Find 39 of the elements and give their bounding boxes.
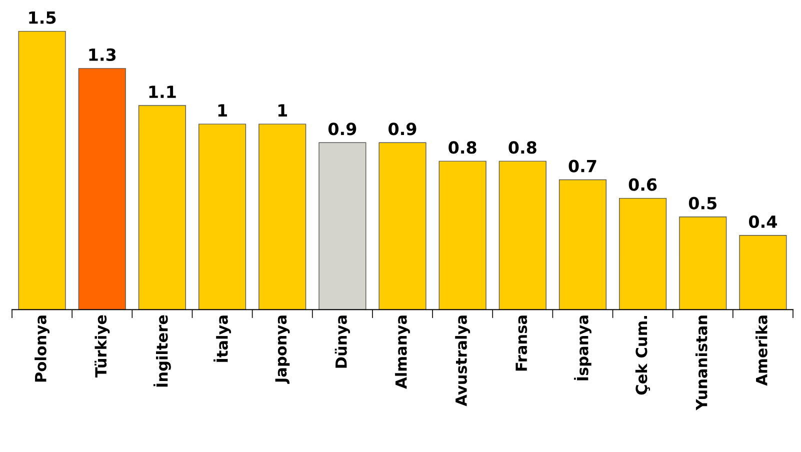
data-label: 0.7 xyxy=(568,160,596,172)
x-tick-label: Japonya xyxy=(275,316,290,384)
x-tick-label: İngiltere xyxy=(153,315,171,387)
bar xyxy=(558,179,607,310)
bar xyxy=(138,105,186,310)
x-tick-label: Türkiye xyxy=(94,315,110,378)
x-tick-label: Polonya xyxy=(34,316,50,382)
data-label: 0.8 xyxy=(508,141,536,154)
x-tick-label: İtalya xyxy=(214,316,231,362)
data-label: 0.9 xyxy=(328,122,356,136)
x-tick-label: Fransa xyxy=(516,316,528,371)
x-tick-label: Amerika xyxy=(756,316,768,386)
bar xyxy=(619,198,667,310)
data-label: 1.3 xyxy=(89,48,116,62)
data-label: 1.1 xyxy=(149,86,176,98)
data-label: 0.8 xyxy=(448,141,476,154)
data-label: 1.5 xyxy=(29,12,56,24)
bar xyxy=(739,235,787,310)
bar xyxy=(378,142,426,310)
bar xyxy=(318,142,366,310)
data-label: 1 xyxy=(218,104,227,116)
x-tick-label: Dünya xyxy=(334,316,350,368)
x-tick-label: İspanya xyxy=(574,316,592,380)
bar xyxy=(258,124,306,310)
x-tick-label: Çek Cum. xyxy=(635,316,650,395)
x-tick-label: Yunanistan xyxy=(695,316,708,410)
data-label: 0.9 xyxy=(388,122,416,136)
bar xyxy=(438,160,486,310)
bar xyxy=(78,68,126,310)
data-label: 1 xyxy=(278,104,288,116)
data-label: 0.5 xyxy=(688,196,716,210)
x-tick-label: Almanya xyxy=(395,316,410,389)
bar xyxy=(18,30,66,310)
bar xyxy=(498,160,546,310)
x-tick-label: Avustralya xyxy=(455,316,470,406)
bar xyxy=(679,216,727,310)
data-label: 0.4 xyxy=(748,215,777,228)
data-label: 0.6 xyxy=(628,178,657,191)
bar xyxy=(198,124,246,310)
